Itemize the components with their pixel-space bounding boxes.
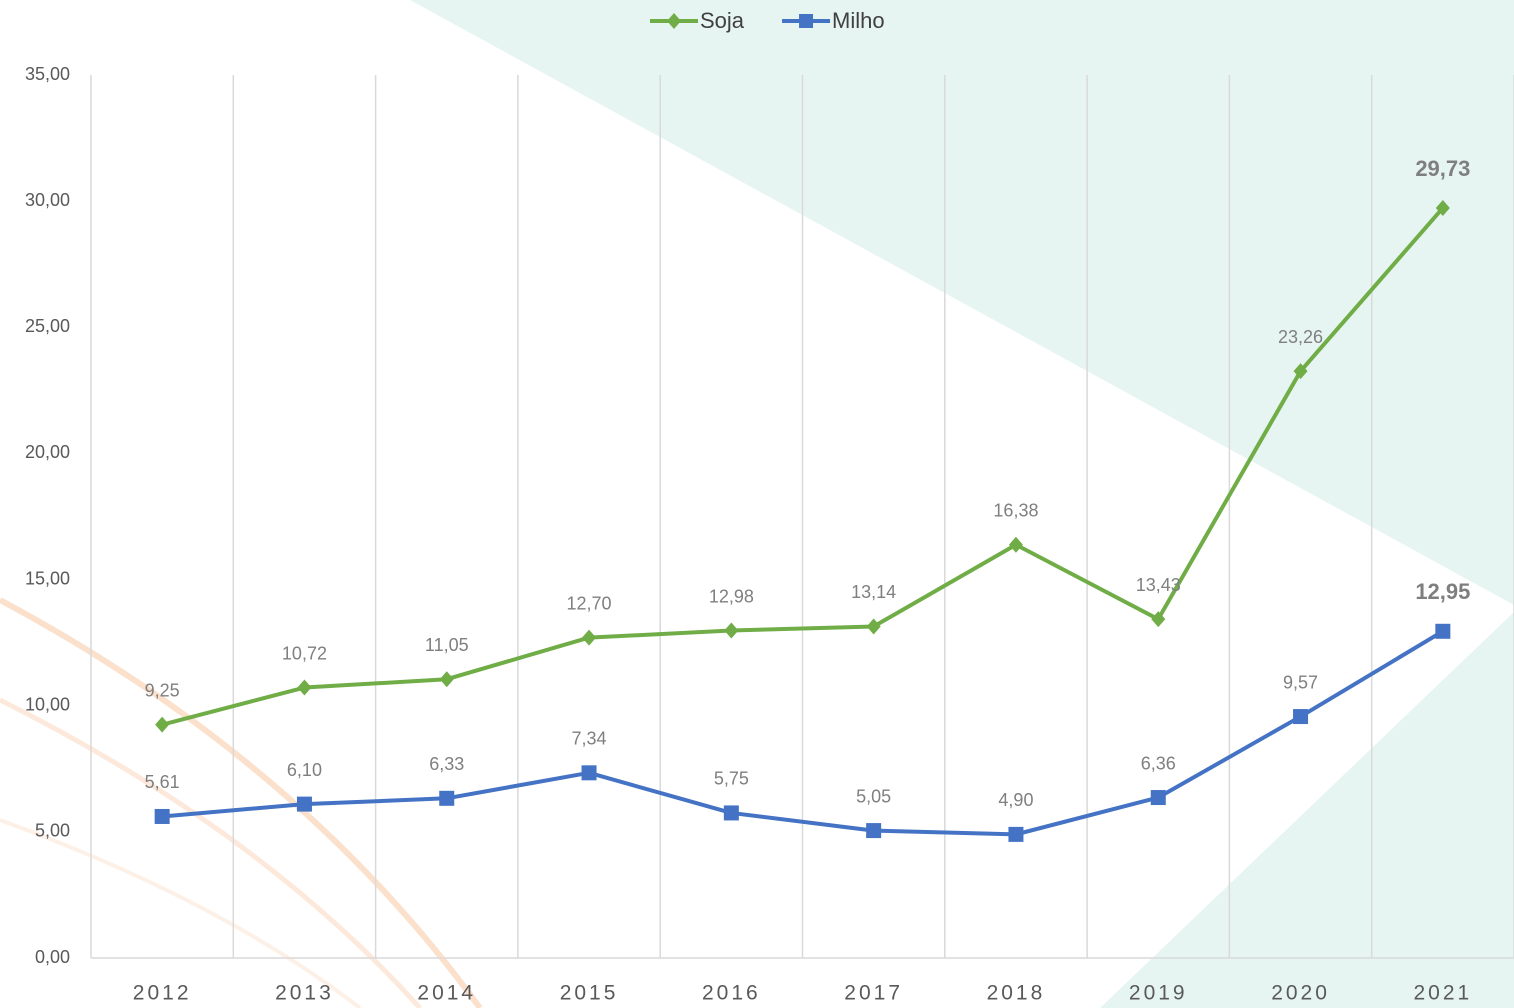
marker	[297, 680, 311, 696]
data-label: 12,98	[709, 586, 754, 606]
marker	[724, 805, 739, 820]
marker	[155, 717, 169, 733]
marker	[1293, 709, 1308, 724]
y-tick-label: 35,00	[25, 64, 70, 84]
marker	[155, 809, 170, 824]
data-label: 5,61	[145, 772, 180, 792]
data-label: 7,34	[572, 729, 607, 749]
data-label: 13,14	[851, 582, 896, 602]
marker	[1435, 624, 1450, 639]
x-tick-label: 2020	[1271, 982, 1330, 1005]
y-tick-label: 10,00	[25, 694, 70, 714]
data-label: 23,26	[1278, 327, 1323, 347]
marker	[866, 823, 881, 838]
y-tick-label: 20,00	[25, 442, 70, 462]
marker	[867, 618, 881, 634]
x-tick-label: 2013	[275, 982, 334, 1005]
marker	[439, 791, 454, 806]
marker	[1009, 537, 1023, 553]
x-tick-label: 2012	[133, 982, 192, 1005]
x-tick-label: 2019	[1129, 982, 1188, 1005]
y-tick-label: 5,00	[35, 821, 70, 841]
legend-label: Milho	[832, 8, 885, 33]
background-shape	[410, 0, 1514, 605]
data-label: 5,05	[856, 786, 891, 806]
marker	[1008, 827, 1023, 842]
legend-label: Soja	[700, 8, 745, 33]
data-label: 16,38	[993, 501, 1038, 521]
data-label: 13,43	[1136, 575, 1181, 595]
y-tick-label: 15,00	[25, 568, 70, 588]
y-tick-label: 0,00	[35, 947, 70, 967]
marker	[724, 623, 738, 639]
y-tick-label: 30,00	[25, 190, 70, 210]
background-curve	[0, 600, 480, 1008]
data-label: 6,33	[429, 754, 464, 774]
marker	[297, 797, 312, 812]
x-tick-label: 2017	[844, 982, 903, 1005]
x-tick-label: 2016	[702, 982, 761, 1005]
y-tick-label: 25,00	[25, 316, 70, 336]
data-label: 5,75	[714, 769, 749, 789]
marker	[440, 671, 454, 687]
data-label: 12,70	[567, 593, 612, 613]
legend-marker	[799, 14, 813, 28]
data-label: 10,72	[282, 643, 327, 663]
x-tick-label: 2018	[987, 982, 1046, 1005]
data-label: 4,90	[998, 790, 1033, 810]
data-label: 12,95	[1415, 579, 1470, 604]
data-label: 29,73	[1415, 156, 1470, 181]
data-label: 6,10	[287, 760, 322, 780]
data-label: 6,36	[1141, 753, 1176, 773]
marker	[582, 765, 597, 780]
data-label: 9,57	[1283, 672, 1318, 692]
marker	[1151, 790, 1166, 805]
x-tick-label: 2021	[1413, 982, 1472, 1005]
background-curve	[0, 820, 360, 1008]
x-tick-label: 2015	[560, 982, 619, 1005]
chart: 0,00 5,00 10,00 15,00 20,00 25,00 30,00 35,00 20…	[0, 0, 1514, 1008]
data-label: 9,25	[145, 680, 180, 700]
x-tick-label: 2014	[417, 982, 476, 1005]
data-label: 11,05	[425, 635, 469, 655]
marker	[582, 630, 596, 646]
